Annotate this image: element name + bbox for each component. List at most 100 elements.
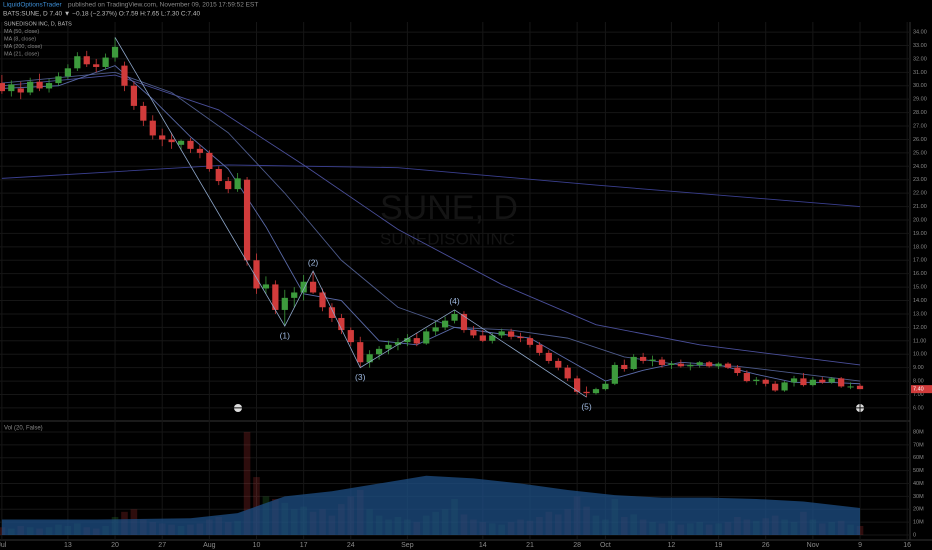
candle-body <box>677 363 684 367</box>
moving-average <box>1 65 861 385</box>
candle-body <box>479 335 486 341</box>
volume-tick-label: 50M <box>913 468 924 474</box>
candle-body <box>545 352 552 361</box>
legend-entry: MA (8, close) <box>4 36 36 42</box>
candle-body <box>640 356 647 361</box>
y-tick-label: 7.00 <box>913 392 924 398</box>
candle-body <box>828 378 835 383</box>
x-tick-label: 27 <box>158 542 166 549</box>
candle-body <box>83 56 90 65</box>
candle-body <box>319 292 326 308</box>
volume-tick-label: 70M <box>913 442 924 448</box>
candle-body <box>93 64 100 67</box>
candle-body <box>375 348 383 355</box>
y-tick-label: 10.00 <box>913 352 927 358</box>
volume-bar <box>243 432 251 535</box>
watermark-sub: SUNEDISON INC <box>380 229 515 248</box>
x-tick-label: 26 <box>762 542 770 549</box>
candle-body <box>357 342 364 363</box>
y-tick-label: 29.00 <box>913 97 927 103</box>
candle-body <box>536 344 543 353</box>
candle-body <box>206 152 213 169</box>
candle-body <box>517 336 524 339</box>
y-tick-label: 13.00 <box>913 311 927 317</box>
candle-body <box>234 178 241 190</box>
wave-label: (3) <box>355 372 366 382</box>
y-tick-label: 6.00 <box>913 405 924 411</box>
candle-body <box>611 364 618 384</box>
y-tick-label: 28.00 <box>913 110 927 116</box>
y-tick-label: 27.00 <box>913 123 927 129</box>
candle-body <box>574 378 581 392</box>
legend-entry: MA (21, close) <box>4 51 39 57</box>
candle-body <box>111 46 119 58</box>
candle-body <box>602 383 609 390</box>
author: LiquidOptionsTrader <box>3 2 62 9</box>
x-tick-label: 12 <box>668 542 676 549</box>
volume-tick-label: 10M <box>913 520 924 526</box>
candle-body <box>366 354 373 363</box>
candle-body <box>847 386 854 388</box>
y-tick-label: 21.00 <box>913 204 927 210</box>
wave-label: (5) <box>581 401 592 411</box>
candle-body <box>338 317 345 331</box>
candle-body <box>564 367 571 379</box>
quote: BATS:SUNE, D 7.40 ▼ −0.18 (−2.37%) O:7.5… <box>3 11 200 18</box>
candle-body <box>187 140 194 149</box>
candle-body <box>583 391 590 394</box>
candle-body <box>300 281 307 293</box>
y-tick-label: 23.00 <box>913 177 927 183</box>
candle-body <box>451 313 458 321</box>
candle-body <box>592 389 600 394</box>
x-tick-label: Nov <box>807 542 820 549</box>
candle-body <box>45 83 53 89</box>
candle-body <box>856 385 864 390</box>
candle-body <box>470 330 477 336</box>
y-tick-label: 16.00 <box>913 271 927 277</box>
y-tick-label: 15.00 <box>913 285 927 291</box>
candle-body <box>649 359 656 361</box>
candle-body <box>432 327 439 332</box>
wave-line <box>114 37 587 398</box>
legend-entry: MA (200, close) <box>4 44 42 50</box>
y-tick-label: 24.00 <box>913 164 927 170</box>
candle-body <box>64 68 72 77</box>
candle-body <box>328 307 336 318</box>
volume-tick-label: 60M <box>913 455 924 461</box>
candle-body <box>74 56 81 69</box>
candle-body <box>526 338 534 345</box>
candle-body <box>706 362 713 367</box>
y-tick-label: 12.00 <box>913 325 927 331</box>
candle-body <box>394 342 402 345</box>
legend-entry: MA (50, close) <box>4 29 39 35</box>
candle-body <box>734 367 741 374</box>
last-price-label: 7.40 <box>913 387 924 393</box>
y-tick-label: 17.00 <box>913 258 927 264</box>
candle-body <box>753 379 760 382</box>
candle-body <box>281 297 288 310</box>
candle-body <box>743 373 750 382</box>
candle-body <box>17 88 24 93</box>
published: published on TradingView.com, November 0… <box>68 2 258 9</box>
candle-body <box>262 284 270 289</box>
candle-body <box>838 378 845 387</box>
candle-body <box>781 382 788 391</box>
y-tick-label: 8.00 <box>913 379 924 385</box>
candle-body <box>272 284 279 310</box>
candle-body <box>762 379 769 384</box>
candle-body <box>149 120 156 136</box>
candle-body <box>507 331 515 337</box>
candle-body <box>309 281 317 293</box>
volume-ma-area <box>1 475 861 535</box>
candle-body <box>168 139 175 143</box>
candle-body <box>347 330 354 343</box>
wave-label: (4) <box>449 296 460 306</box>
candle-body <box>630 356 637 369</box>
candle-body <box>140 105 147 121</box>
y-tick-label: 22.00 <box>913 191 927 197</box>
candle-body <box>121 65 128 86</box>
candle-body <box>291 292 298 298</box>
volume-tick-label: 20M <box>913 507 924 513</box>
